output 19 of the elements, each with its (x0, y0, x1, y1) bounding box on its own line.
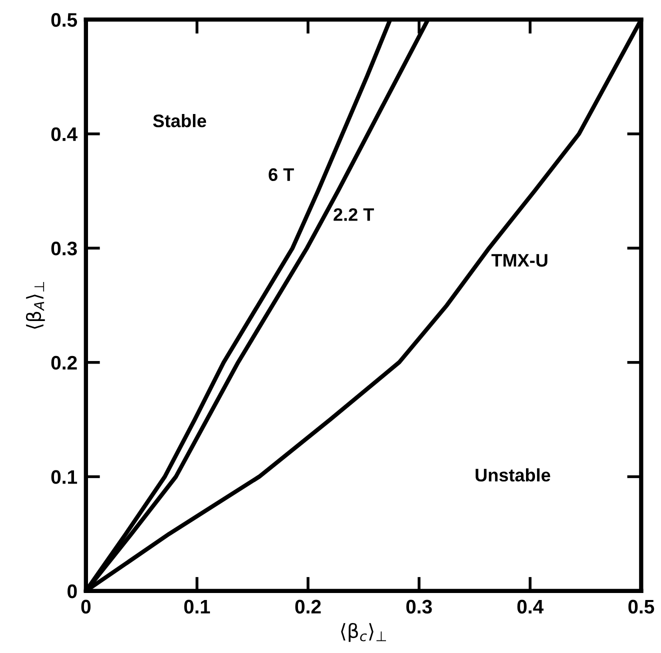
x-axis-title: ⟨β$_{c}$⟩$_{⊥}$ (341, 622, 386, 642)
x-tick-label: 0.3 (406, 600, 432, 614)
annotation: Stable (153, 114, 206, 128)
x-tick-label: 0.5 (628, 600, 654, 614)
x-tick-label: 0.4 (517, 600, 544, 614)
x-tick-label: 0 (81, 600, 91, 614)
annotation: 2.2 T (334, 208, 374, 221)
y-axis-title: ⟨β$_{A}$⟩$_{⊥}$ (26, 282, 45, 329)
annotation: 6 T (268, 168, 294, 181)
y-tick-label: 0.1 (51, 470, 78, 484)
x-tick-label: 0.2 (295, 600, 321, 614)
y-tick-label: 0.5 (51, 13, 78, 27)
annotation: TMX-U (491, 254, 548, 267)
x-tick-label: 0.1 (184, 600, 210, 614)
y-tick-label: 0 (68, 584, 77, 598)
y-tick-label: 0.4 (51, 127, 78, 142)
y-tick-label: 0.3 (51, 242, 77, 256)
y-tick-label: 0.2 (51, 356, 77, 370)
annotation: Unstable (476, 468, 550, 482)
